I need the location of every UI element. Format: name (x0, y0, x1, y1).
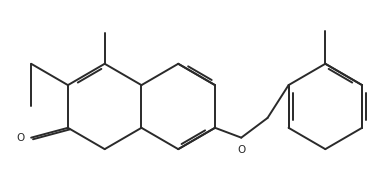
Text: O: O (237, 145, 245, 155)
Text: O: O (16, 133, 24, 143)
